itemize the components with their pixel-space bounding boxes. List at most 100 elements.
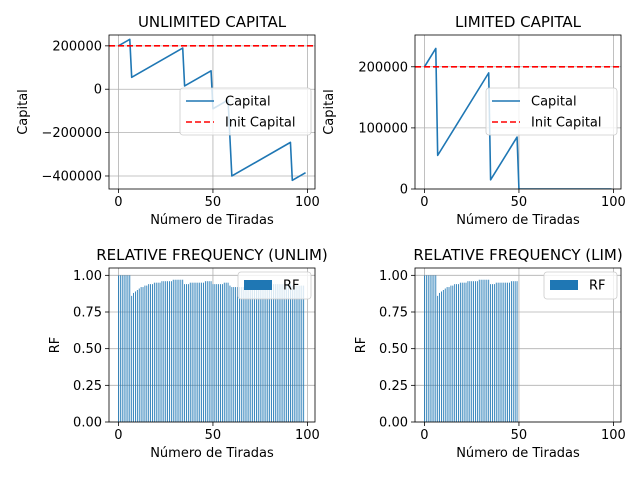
chart-3-bar-38 (189, 282, 191, 422)
chart-4-xtick-label-1: 50 (511, 428, 528, 443)
chart-4-frame (414, 267, 622, 423)
chart-4-bar-8 (439, 292, 440, 422)
chart-1-title: UNLIMITED CAPITAL (138, 13, 287, 31)
chart-4-plot-area (424, 275, 518, 422)
chart-3-bar-15 (146, 285, 148, 422)
chart-3-bar-7 (131, 295, 133, 422)
chart-3-bar-0 (118, 275, 119, 422)
chart-1-xtick-label-2: 100 (295, 195, 320, 210)
chart-4-xtick-label-2: 100 (601, 428, 626, 443)
chart-4-bar-23 (467, 281, 469, 422)
chart-3-bar-84 (276, 284, 278, 422)
chart-3-bar-18 (152, 284, 153, 422)
chart-3-bar-97 (301, 285, 303, 422)
chart-3-bar-33 (180, 279, 182, 422)
chart-3-bar-57 (225, 282, 227, 422)
chart-3-title: RELATIVE FREQUENCY (UNLIM) (96, 246, 328, 264)
chart-4-bar-7 (437, 295, 439, 422)
chart-4-bar-34 (488, 279, 490, 422)
chart-3-bar-35 (184, 284, 186, 422)
chart-4-bar-43 (505, 282, 507, 422)
chart-4-bar-20 (461, 282, 463, 422)
chart-2-ytick-label-1: 100000 (358, 121, 408, 136)
chart-3-bar-63 (237, 287, 238, 422)
chart-4-bar-11 (444, 288, 446, 422)
chart-4-ytick-label-4: 1.00 (379, 269, 408, 284)
chart-3-bar-46 (204, 281, 206, 422)
chart-3-bar-41 (195, 282, 197, 422)
chart-3-bar-45 (203, 282, 204, 422)
chart-2-ytick-label-2: 0 (400, 183, 408, 198)
chart-4-bar-49 (516, 281, 518, 422)
chart-4-xtick-label-0: 0 (420, 428, 428, 443)
chart-3-bar-34 (182, 279, 184, 422)
chart-3-bar-37 (187, 284, 189, 422)
chart-4-bar-25 (471, 281, 473, 422)
chart-1-legend: Capital Init Capital (179, 87, 312, 136)
chart-4-bar-48 (514, 281, 516, 422)
chart-4-bar-41 (501, 282, 503, 422)
chart-3-bar-76 (261, 285, 263, 422)
chart-3-frame (108, 267, 316, 423)
chart-3-bar-14 (144, 285, 146, 422)
chart-2-xtick-label-1: 50 (511, 195, 528, 210)
chart-3-xtick-label-0: 0 (114, 428, 122, 443)
chart-3-bar-39 (191, 282, 193, 422)
chart-2-legend: Capital Init Capital (485, 87, 618, 136)
chart-1-ytick-label-0: 200000 (52, 39, 102, 54)
chart-4-ylabel: RF (354, 337, 369, 354)
chart-3-bar-59 (229, 285, 231, 422)
chart-3-bar-89 (286, 284, 288, 422)
chart-3-bar-71 (252, 285, 254, 422)
chart-3-bar-93 (293, 285, 295, 422)
chart-2-xtick-label-2: 100 (601, 195, 626, 210)
chart-3-bar-68 (246, 285, 248, 422)
chart-4-bar-3 (429, 275, 431, 422)
chart-4-bar-5 (433, 275, 435, 422)
chart-3-bar-23 (161, 281, 163, 422)
chart-3-legend: RF (237, 271, 312, 300)
chart-3-bar-17 (150, 284, 151, 422)
chart-4-bar-26 (473, 281, 475, 422)
chart-4-bar-28 (476, 281, 478, 422)
chart-4-xlabel: Número de Tiradas (456, 446, 580, 461)
chart-4-bar-37 (493, 284, 495, 422)
chart-1-ylabel: Capital (16, 89, 31, 135)
chart-3-bar-60 (231, 287, 233, 422)
chart-3-bar-66 (242, 287, 244, 422)
chart-3-bar-49 (210, 281, 212, 422)
chart-4-bar-10 (442, 290, 444, 422)
chart-3-bar-54 (220, 284, 221, 422)
chart-3-bar-96 (299, 285, 301, 422)
chart-1-legend-box (179, 87, 312, 136)
chart-3-bar-22 (159, 282, 161, 422)
chart-4-legend-box (543, 271, 618, 300)
chart-1-legend-init-capital-label: Init Capital (225, 116, 296, 131)
chart-3-bar-58 (227, 282, 229, 422)
chart-3-bar-88 (284, 284, 286, 422)
chart-3-bar-65 (240, 287, 242, 422)
chart-4-ytick-label-0: 0.00 (379, 416, 408, 431)
chart-2-title: LIMITED CAPITAL (455, 13, 582, 31)
chart-4-bar-39 (497, 282, 499, 422)
chart-3-bar-10 (136, 290, 138, 422)
chart-1-xtick-label-1: 50 (205, 195, 222, 210)
chart-3-bar-50 (212, 284, 214, 422)
chart-3-bar-67 (244, 287, 246, 422)
chart-3-xtick-label-1: 50 (205, 428, 222, 443)
chart-4-bar-24 (469, 281, 471, 422)
chart-3-bar-25 (165, 281, 167, 422)
chart-4-bar-2 (427, 275, 429, 422)
chart-2-legend-capital-label: Capital (531, 95, 577, 110)
chart-1-xlabel: Número de Tiradas (150, 213, 274, 228)
chart-4-ytick-label-3: 0.75 (379, 306, 408, 321)
chart-3-bar-80 (269, 284, 271, 422)
chart-3-bar-9 (135, 291, 136, 422)
chart-4-bar-27 (475, 281, 476, 422)
chart-1-xtick-label-0: 0 (114, 195, 122, 210)
chart-4-bar-30 (480, 279, 482, 422)
chart-4-bar-17 (456, 284, 457, 422)
chart-4-bar-29 (478, 279, 480, 422)
chart-4-bar-36 (492, 284, 493, 422)
chart-3-bar-12 (140, 287, 142, 422)
